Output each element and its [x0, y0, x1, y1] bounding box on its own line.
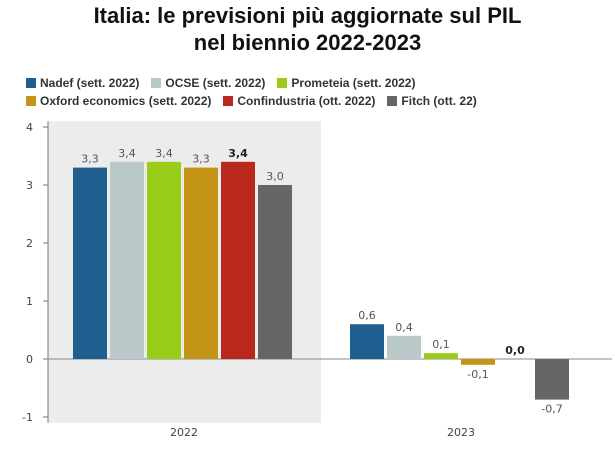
y-tick-label: -1 — [22, 411, 33, 424]
y-tick-label: 3 — [26, 179, 33, 192]
legend-label-confindustria: Confindustria (ott. 2022) — [237, 94, 376, 108]
y-tick-label: 2 — [26, 237, 33, 250]
x-category-label-2023: 2023 — [447, 426, 475, 439]
bar-2022-series-2 — [147, 161, 181, 359]
data-label-2022-series-3: 3,3 — [192, 153, 210, 166]
data-label-2023-series-4: 0,0 — [505, 344, 525, 357]
legend-swatch-confindustria — [223, 96, 234, 106]
legend-swatch-ocse — [151, 78, 162, 88]
bar-2022-series-1 — [110, 161, 144, 359]
bar-2022-series-3 — [184, 167, 218, 359]
legend-swatch-prometeia — [277, 78, 288, 88]
legend-item-confindustria: Confindustria (ott. 2022) — [223, 94, 375, 108]
legend-item-fitch: Fitch (ott. 22) — [387, 94, 477, 108]
data-label-2022-series-0: 3,3 — [81, 153, 99, 166]
bar-2022-series-5 — [258, 185, 292, 359]
legend-swatch-nadef — [26, 78, 36, 88]
legend-label-oxford: Oxford economics (sett. 2022) — [40, 94, 212, 108]
legend-label-fitch: Fitch (ott. 22) — [401, 94, 477, 108]
data-label-2022-series-1: 3,4 — [118, 147, 136, 160]
chart-title-line-2: nel biennio 2022-2023 — [193, 30, 422, 55]
y-tick-label: 1 — [26, 295, 33, 308]
legend-label-ocse: OCSE (sett. 2022) — [165, 76, 266, 90]
bar-2022-series-4 — [221, 161, 255, 359]
bar-2022-series-0 — [73, 167, 107, 359]
bar-2023-series-5 — [535, 359, 569, 400]
bar-2023-series-1 — [387, 335, 421, 359]
x-category-label-2022: 2022 — [170, 426, 198, 439]
data-label-2022-series-4: 3,4 — [228, 147, 248, 160]
data-label-2023-series-2: 0,1 — [432, 338, 450, 351]
y-tick-label: 0 — [26, 353, 33, 366]
chart-legend: Nadef (sett. 2022) OCSE (sett. 2022) Pro… — [26, 74, 606, 110]
legend-row-1: Nadef (sett. 2022) OCSE (sett. 2022) Pro… — [26, 74, 606, 92]
bar-2023-series-2 — [424, 353, 458, 359]
legend-item-ocse: OCSE (sett. 2022) — [151, 76, 265, 90]
y-tick-label: 4 — [26, 121, 33, 134]
legend-item-prometeia: Prometeia (sett. 2022) — [277, 76, 415, 90]
data-label-2023-series-1: 0,4 — [395, 321, 413, 334]
legend-item-oxford: Oxford economics (sett. 2022) — [26, 94, 211, 108]
legend-swatch-fitch — [387, 96, 398, 106]
data-label-2023-series-0: 0,6 — [358, 309, 376, 322]
chart-title: Italia: le previsioni più aggiornate sul… — [0, 2, 615, 56]
data-label-2022-series-2: 3,4 — [155, 147, 173, 160]
legend-swatch-oxford — [26, 96, 36, 106]
bar-2023-series-0 — [350, 324, 384, 359]
data-label-2022-series-5: 3,0 — [266, 170, 284, 183]
chart-title-line-1: Italia: le previsioni più aggiornate sul… — [93, 3, 522, 28]
bar-2023-series-3 — [461, 359, 495, 365]
legend-row-2: Oxford economics (sett. 2022) Confindust… — [26, 92, 606, 110]
data-label-2023-series-3: -0,1 — [467, 368, 488, 381]
data-label-2023-series-5: -0,7 — [541, 403, 562, 416]
legend-item-nadef: Nadef (sett. 2022) — [26, 76, 139, 90]
legend-label-nadef: Nadef (sett. 2022) — [40, 76, 140, 90]
legend-label-prometeia: Prometeia (sett. 2022) — [291, 76, 416, 90]
